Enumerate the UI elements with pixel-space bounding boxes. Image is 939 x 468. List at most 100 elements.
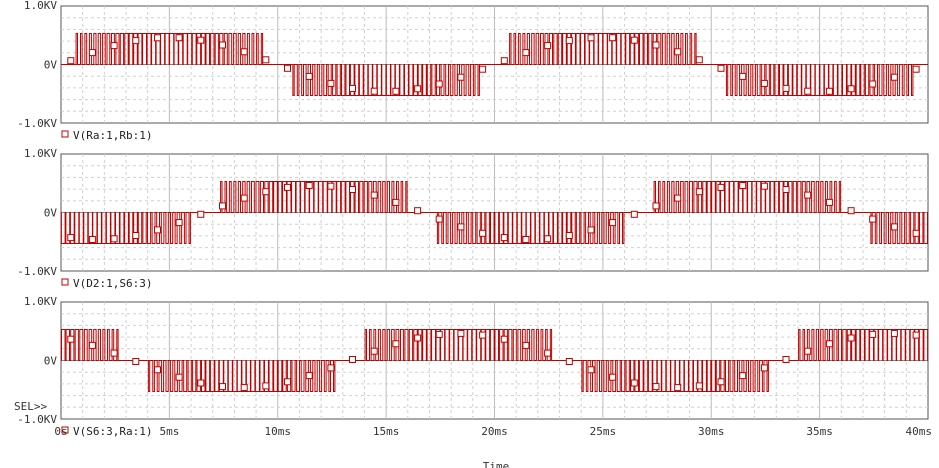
trace-marker [890,329,898,337]
trace-marker [825,198,833,206]
trace-marker [825,87,833,95]
trace-marker [522,236,530,243]
trace-marker [175,373,183,381]
legend-label[interactable]: V(S6:3,Ra:1) [73,425,152,438]
legend-label[interactable]: V(Ra:1,Rb:1) [73,129,152,142]
x-tick-label: 15ms [373,425,400,438]
trace-marker [88,49,96,57]
trace-marker [305,72,313,80]
trace-marker [674,194,682,202]
y-tick-label: 0V [44,207,58,220]
trace-marker [414,207,422,215]
legend-marker [61,130,69,138]
trace-marker [804,191,812,199]
trace-marker [544,235,552,243]
trace-marker [284,183,291,191]
x-tick-label: 30ms [698,425,725,438]
trace-marker [804,87,812,95]
trace-marker [132,37,140,45]
trace-marker [739,182,747,189]
y-tick-label: 0V [44,59,58,72]
trace-marker [154,34,161,42]
x-tick-label: 0s [54,425,67,438]
trace-marker [587,366,595,374]
trace-marker [760,182,768,190]
trace-marker [630,36,638,44]
y-tick-label: -1.0KV [17,117,57,130]
trace-marker [219,383,226,391]
trace-marker [392,198,400,206]
trace-marker [739,72,747,80]
trace-marker [869,330,877,338]
sel-marker[interactable]: SEL>> [14,400,47,413]
trace-marker [652,202,660,210]
trace-marker [414,85,422,93]
trace-marker [284,64,291,72]
y-tick-label: -1.0KV [17,265,57,278]
trace-marker [262,382,270,390]
trace-marker [479,229,487,237]
trace-marker [110,235,118,243]
legend-label[interactable]: V(D2:1,S6:3) [73,277,152,290]
trace-marker [67,234,75,242]
trace-marker [435,215,443,223]
trace-marker [869,80,877,88]
trace-marker [500,335,508,343]
legend-marker [61,278,69,286]
trace-marker [154,366,161,374]
trace-marker [305,182,313,189]
legend-marker [61,426,69,434]
trace-marker [132,232,140,239]
plot-panel-2[interactable]: 1.0KV 0V -1.0KV V(D2:1,S6:3) [17,147,929,290]
trace-marker [890,223,898,231]
y-tick-label: 1.0KV [24,295,57,308]
trace-marker [370,347,378,355]
trace-marker [609,373,617,381]
trace-marker [717,183,725,191]
trace-marker [132,358,140,365]
x-axis-label: Time [483,460,510,468]
trace-marker [327,364,335,372]
trace-marker [327,182,335,190]
trace-marker [652,41,660,49]
y-tick-label: -1.0KV [17,413,57,426]
trace-marker [197,36,205,44]
trace-marker [262,56,270,64]
trace-marker [912,331,920,339]
trace-marker [457,73,465,81]
trace-marker [414,334,422,342]
trace-marker [500,234,508,242]
trace-marker [674,48,682,56]
trace-marker [544,42,552,50]
trace-marker [219,41,226,49]
trace-marker [782,84,790,92]
trace-marker [695,382,703,390]
trace-marker [197,210,205,218]
x-tick-label: 25ms [590,425,617,438]
trace-marker [284,378,291,386]
trace-marker [674,384,682,392]
trace-marker [869,215,877,223]
trace-marker [67,335,75,343]
trace-marker [88,236,96,243]
trace-marker [110,42,118,50]
x-tick-label: 10ms [265,425,292,438]
trace-marker [154,226,161,234]
trace-marker [912,65,920,73]
trace-marker [717,378,725,386]
trace-marker [67,57,75,65]
trace-marker [565,37,573,45]
plot-panel-3[interactable]: 1.0KV 0V -1.0KV V(S6:3,Ra:1) [17,295,929,438]
trace-marker [695,188,703,196]
trace-marker [219,202,226,210]
trace-marker [695,56,703,64]
plot-panel-1[interactable]: 1.0KV 0V -1.0KV V(Ra:1,Rb:1) [17,0,929,142]
trace-marker [912,229,920,237]
trace-marker [435,330,443,338]
trace-marker [630,379,638,387]
trace-marker [88,341,96,349]
trace-marker [847,207,855,215]
trace-marker [847,85,855,93]
trace-marker [370,191,378,199]
